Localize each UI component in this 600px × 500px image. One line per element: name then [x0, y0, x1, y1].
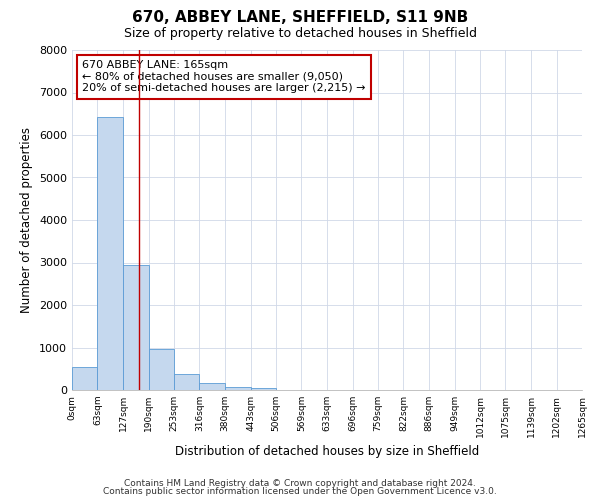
Bar	[225, 386, 251, 390]
Bar	[97, 116, 123, 390]
Bar	[123, 266, 149, 390]
Bar	[174, 374, 199, 390]
Bar	[251, 388, 276, 390]
Bar	[149, 349, 174, 390]
Bar	[199, 383, 225, 390]
Text: 670 ABBEY LANE: 165sqm
← 80% of detached houses are smaller (9,050)
20% of semi-: 670 ABBEY LANE: 165sqm ← 80% of detached…	[82, 60, 366, 94]
Text: Size of property relative to detached houses in Sheffield: Size of property relative to detached ho…	[124, 28, 476, 40]
Text: Contains HM Land Registry data © Crown copyright and database right 2024.: Contains HM Land Registry data © Crown c…	[124, 478, 476, 488]
Text: Contains public sector information licensed under the Open Government Licence v3: Contains public sector information licen…	[103, 487, 497, 496]
Text: 670, ABBEY LANE, SHEFFIELD, S11 9NB: 670, ABBEY LANE, SHEFFIELD, S11 9NB	[132, 10, 468, 25]
Bar	[72, 366, 97, 390]
Y-axis label: Number of detached properties: Number of detached properties	[20, 127, 34, 313]
X-axis label: Distribution of detached houses by size in Sheffield: Distribution of detached houses by size …	[175, 446, 479, 458]
